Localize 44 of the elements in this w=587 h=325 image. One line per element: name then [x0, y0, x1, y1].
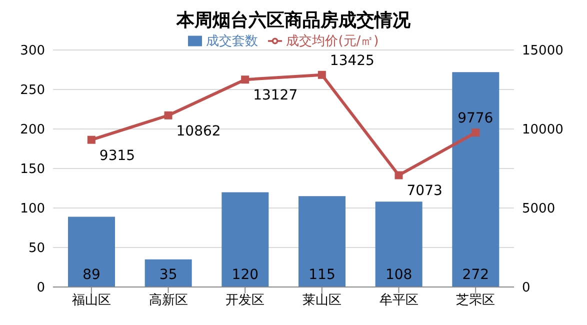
y-tick-label: 200 — [20, 122, 45, 138]
x-tick-label: 福山区 — [72, 293, 111, 308]
data-label: 9315 — [99, 148, 136, 164]
legend-label: 成交套数 — [206, 34, 258, 49]
x-tick-label: 高新区 — [148, 292, 188, 308]
bar — [298, 196, 346, 287]
y-tick-label: 0 — [36, 280, 45, 296]
legend-label: 成交均价(元/㎡) — [286, 34, 379, 49]
data-label: 35 — [159, 267, 178, 283]
point — [241, 76, 250, 84]
data-label: 13127 — [253, 88, 298, 104]
x-tick-label: 牟平区 — [379, 293, 418, 308]
y2-tick-label: 0 — [522, 280, 530, 296]
point — [472, 128, 480, 137]
chart-title: 本周烟台六区商品房成交情况 — [175, 9, 412, 32]
point — [318, 70, 326, 79]
data-label: 10862 — [176, 123, 221, 140]
x-tick-label: 开发区 — [226, 293, 265, 308]
data-label: 7073 — [406, 183, 442, 200]
y-tick-label: 250 — [20, 83, 45, 98]
y2-tick-label: 5000 — [522, 202, 556, 217]
y2-tick-label: 10000 — [522, 122, 564, 138]
x-tick-label: 莱山区 — [302, 293, 342, 308]
data-label: 272 — [462, 267, 490, 283]
y-tick-label: 100 — [20, 202, 45, 217]
bar — [452, 72, 500, 287]
bar — [68, 216, 115, 287]
data-label: 108 — [385, 267, 412, 283]
point — [164, 111, 172, 120]
data-label: 89 — [82, 267, 100, 283]
data-label: 13425 — [330, 52, 374, 69]
point — [394, 171, 403, 180]
point — [87, 136, 96, 144]
data-label: 120 — [232, 267, 259, 283]
bar — [222, 192, 269, 287]
data-label: 115 — [308, 267, 336, 283]
data-label: 9776 — [458, 110, 494, 127]
x-tick-label: 芝罘区 — [456, 293, 496, 308]
bar — [375, 202, 422, 287]
y2-tick-label: 15000 — [522, 44, 564, 59]
bar — [144, 259, 192, 287]
y-tick-label: 300 — [20, 44, 45, 59]
y-tick-label: 50 — [28, 241, 45, 256]
y-tick-label: 150 — [20, 162, 45, 178]
